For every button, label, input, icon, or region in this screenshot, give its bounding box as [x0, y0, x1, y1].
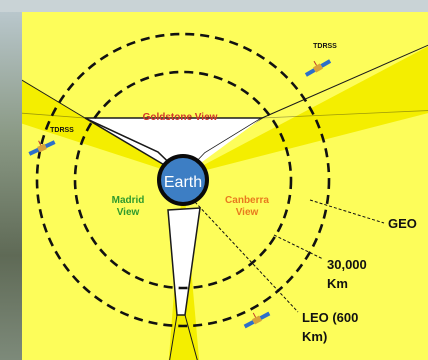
madrid-view-label-line1: Madrid: [112, 195, 145, 206]
earth-label: Earth: [164, 174, 202, 191]
mid-orbit-label-line1: 30,000: [327, 257, 367, 272]
background-photo: [0, 12, 22, 360]
madrid-view-label-line2: View: [117, 207, 140, 218]
tdrss-label-west: TDRSS: [50, 127, 74, 134]
leo-label-line1: LEO (600: [302, 310, 358, 325]
tdrss-label-east: TDRSS: [313, 43, 337, 50]
diagram-panel: [22, 12, 428, 360]
canberra-beam: [183, 46, 428, 176]
geo-orbit-ring: [35, 32, 331, 328]
satellite-icon: [243, 311, 271, 329]
canberra-view-label-line2: View: [236, 207, 259, 218]
geo-label: GEO: [388, 216, 417, 231]
leo-leader-line: [194, 201, 299, 313]
goldstone-view-label: Goldstone View: [143, 112, 218, 123]
inner-orbit-ring: [73, 70, 293, 290]
earth-circle: [157, 154, 209, 206]
leo-label-line2: Km): [302, 329, 327, 344]
satellite-icon: [304, 59, 332, 77]
satellite-icon: [28, 140, 56, 156]
canberra-view-label-line1: Canberra: [225, 195, 269, 206]
mid-orbit-leader-line: [273, 234, 324, 260]
geo-leader-line: [309, 199, 385, 224]
mid-orbit-label-line2: Km: [327, 276, 348, 291]
